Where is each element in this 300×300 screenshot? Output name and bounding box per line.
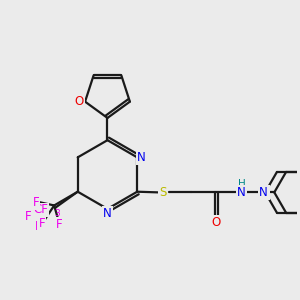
Text: CF: CF — [33, 203, 48, 216]
Text: N: N — [259, 186, 268, 199]
Text: F: F — [38, 217, 45, 230]
Text: N: N — [237, 186, 246, 199]
Text: F: F — [35, 220, 42, 232]
Text: O: O — [75, 95, 84, 108]
Text: N: N — [137, 151, 146, 164]
Text: O: O — [212, 216, 221, 229]
Text: F: F — [33, 196, 40, 209]
Text: F: F — [25, 210, 32, 223]
Text: H: H — [238, 179, 246, 189]
Text: N: N — [261, 186, 269, 199]
Text: F: F — [56, 218, 62, 231]
Text: N: N — [103, 207, 112, 220]
Text: 3: 3 — [54, 209, 60, 218]
Text: S: S — [159, 186, 166, 199]
